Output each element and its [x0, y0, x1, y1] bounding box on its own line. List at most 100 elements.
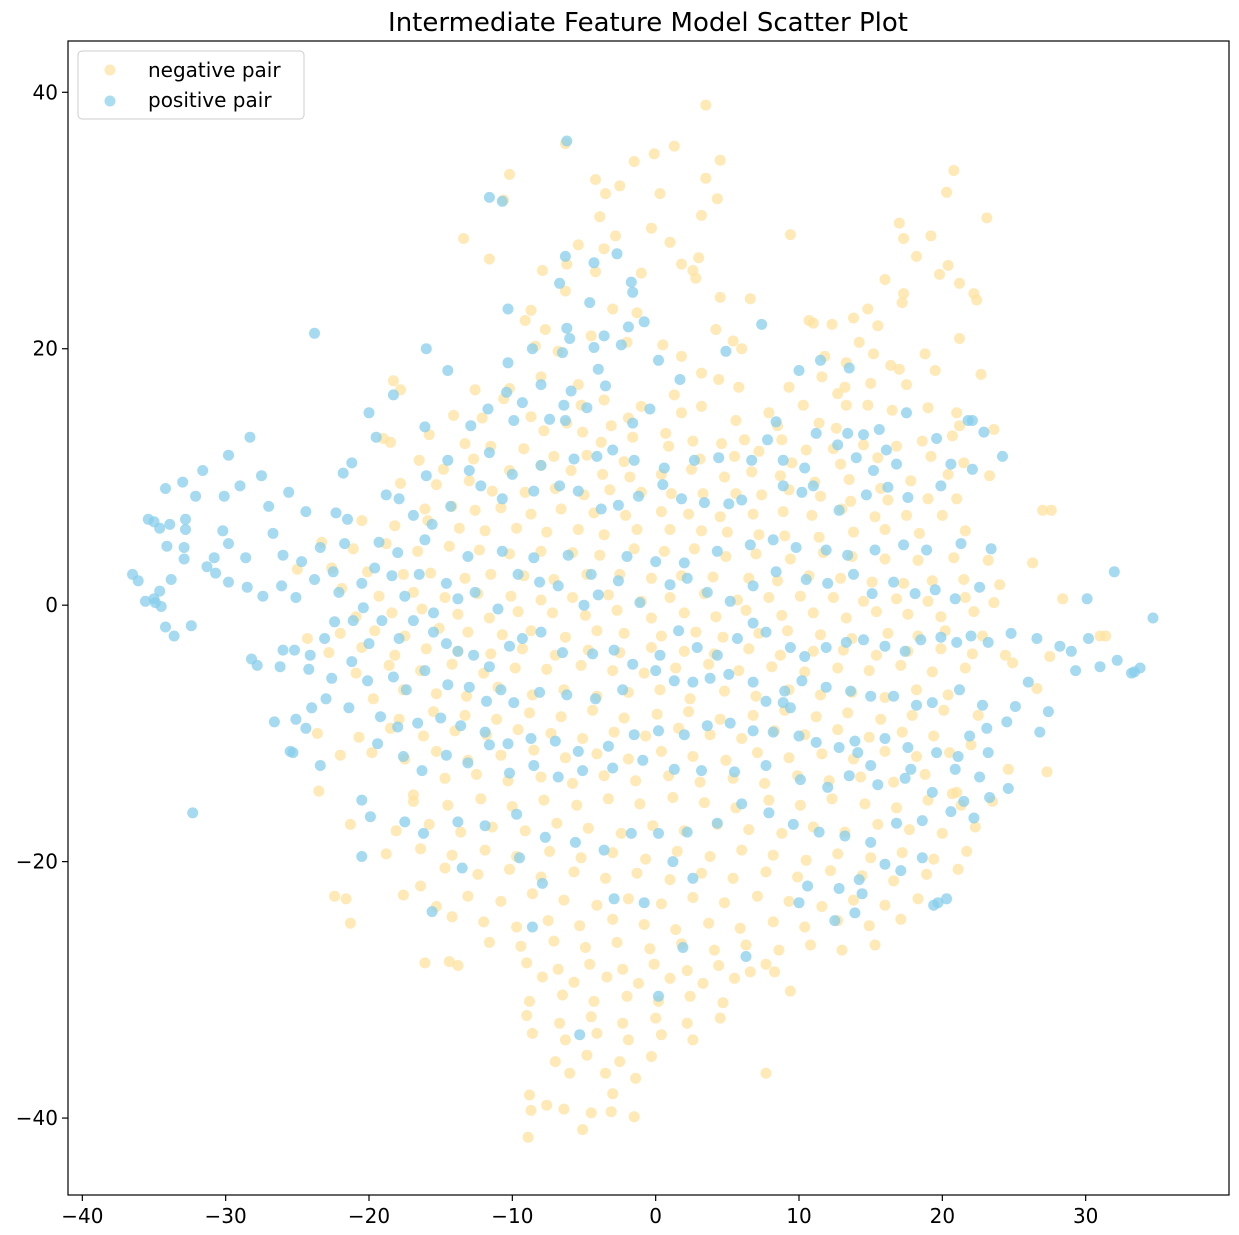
point-positive-pair-159: [356, 577, 368, 589]
point-positive-pair-237: [587, 648, 599, 660]
point-positive-pair-416: [793, 897, 805, 909]
point-negative-pair-454: [528, 744, 540, 756]
points-layer: [127, 99, 1159, 1143]
point-negative-pair-281: [439, 592, 451, 603]
point-positive-pair-372: [1002, 783, 1014, 794]
point-negative-pair-463: [816, 748, 828, 760]
point-negative-pair-277: [994, 579, 1006, 591]
point-negative-pair-244: [688, 543, 700, 555]
point-negative-pair-200: [655, 506, 667, 518]
point-negative-pair-617: [521, 957, 533, 969]
point-negative-pair-595: [734, 922, 746, 934]
x-tick-label: 0: [649, 1204, 662, 1228]
point-negative-pair-293: [827, 592, 839, 603]
point-negative-pair-411: [491, 713, 503, 725]
point-negative-pair-567: [340, 893, 352, 905]
point-negative-pair-122: [538, 425, 550, 437]
point-negative-pair-131: [800, 444, 812, 456]
point-positive-pair-61: [997, 450, 1008, 462]
point-negative-pair-405: [879, 692, 891, 703]
point-positive-pair-16: [615, 339, 627, 351]
point-negative-pair-171: [942, 468, 954, 480]
point-positive-pair-357: [577, 765, 589, 777]
point-negative-pair-531: [446, 849, 458, 861]
point-negative-pair-582: [848, 894, 859, 906]
point-negative-pair-165: [746, 466, 758, 478]
point-positive-pair-26: [815, 354, 826, 366]
point-negative-pair-28: [590, 266, 601, 278]
point-negative-pair-645: [617, 1017, 629, 1029]
point-negative-pair-38: [911, 250, 922, 262]
point-negative-pair-34: [893, 217, 905, 229]
point-negative-pair-144: [618, 456, 630, 468]
point-positive-pair-96: [180, 513, 191, 525]
point-negative-pair-49: [690, 272, 702, 284]
point-negative-pair-473: [471, 768, 482, 780]
point-negative-pair-620: [617, 963, 629, 975]
point-negative-pair-251: [912, 554, 924, 566]
point-positive-pair-114: [407, 509, 419, 521]
point-positive-pair-254: [915, 634, 927, 646]
x-tick-label: −10: [491, 1204, 533, 1228]
point-positive-pair-108: [283, 486, 295, 498]
point-negative-pair-652: [622, 1034, 634, 1046]
point-negative-pair-460: [720, 754, 732, 766]
legend-label-negative-pair: negative pair: [148, 58, 281, 82]
point-negative-pair-148: [753, 445, 765, 457]
point-positive-pair-73: [337, 467, 349, 479]
point-negative-pair-128: [716, 438, 728, 450]
point-negative-pair-550: [472, 868, 484, 880]
point-negative-pair-59: [848, 312, 859, 324]
point-positive-pair-164: [428, 607, 439, 619]
point-positive-pair-361: [696, 765, 707, 777]
point-negative-pair-19: [572, 239, 584, 251]
point-negative-pair-388: [1031, 683, 1043, 694]
point-negative-pair-329: [591, 625, 603, 637]
point-negative-pair-609: [740, 939, 752, 951]
point-negative-pair-633: [729, 972, 740, 984]
legend-label-positive-pair: positive pair: [148, 88, 272, 112]
point-negative-pair-661: [600, 1067, 611, 1079]
point-positive-pair-129: [736, 494, 748, 506]
point-positive-pair-283: [442, 679, 454, 691]
point-positive-pair-302: [845, 685, 857, 697]
point-negative-pair-247: [784, 553, 796, 565]
point-positive-pair-368: [899, 772, 911, 784]
point-negative-pair-364: [966, 648, 978, 660]
point-positive-pair-112: [380, 489, 392, 501]
point-positive-pair-143: [155, 601, 167, 612]
point-negative-pair-18: [594, 211, 606, 223]
point-negative-pair-644: [585, 1011, 597, 1023]
point-positive-pair-294: [687, 676, 699, 688]
point-positive-pair-394: [891, 817, 902, 829]
point-negative-pair-556: [664, 874, 676, 886]
point-negative-pair-580: [783, 895, 795, 907]
point-positive-pair-275: [274, 661, 286, 673]
point-negative-pair-608: [708, 944, 720, 956]
point-positive-pair-238: [608, 644, 620, 656]
point-positive-pair-52: [858, 429, 869, 441]
point-negative-pair-671: [577, 1124, 589, 1136]
point-negative-pair-314: [807, 607, 819, 619]
point-positive-pair-134: [860, 489, 872, 501]
point-negative-pair-196: [525, 508, 537, 520]
point-positive-pair-110: [330, 507, 342, 519]
y-axis: −40 −20 0 20 40: [16, 80, 68, 1130]
point-positive-pair-424: [574, 1029, 586, 1041]
point-negative-pair-498: [667, 792, 679, 803]
point-negative-pair-601: [483, 936, 495, 948]
point-negative-pair-616: [452, 960, 464, 971]
point-negative-pair-187: [815, 490, 826, 502]
point-positive-pair-286: [495, 684, 507, 696]
point-negative-pair-274: [898, 577, 910, 589]
point-positive-pair-122: [595, 503, 607, 515]
point-positive-pair-378: [452, 816, 464, 828]
point-positive-pair-10: [627, 286, 639, 298]
point-negative-pair-421: [810, 711, 822, 723]
point-positive-pair-2: [496, 195, 508, 207]
point-positive-pair-406: [833, 883, 845, 894]
point-negative-pair-437: [640, 730, 652, 742]
point-positive-pair-231: [468, 649, 480, 661]
point-positive-pair-145: [178, 553, 190, 565]
point-negative-pair-577: [687, 892, 699, 903]
